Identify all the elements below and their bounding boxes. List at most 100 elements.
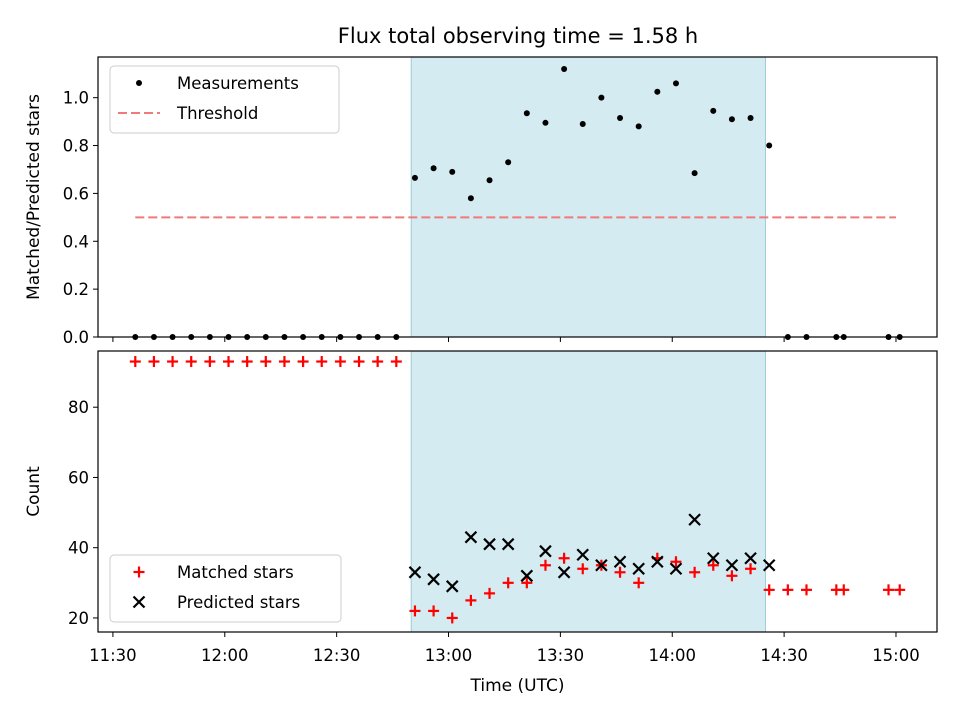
measurement-point — [654, 88, 661, 95]
matched-star-point — [763, 584, 775, 596]
predicted-star-point — [483, 537, 496, 551]
predicted-star-point — [632, 562, 645, 576]
bottom-axes-frame — [97, 350, 938, 633]
predicted-star-point — [762, 558, 776, 572]
top-ytick-label: 0.4 — [63, 232, 89, 251]
matched-star-point — [521, 577, 533, 589]
matched-star-point — [372, 356, 384, 368]
predicted-star-stroke-b — [427, 573, 440, 586]
predicted-star-point — [725, 558, 739, 572]
matched-star-point — [800, 584, 812, 596]
top-ytick-label: 0.6 — [63, 184, 89, 203]
top-ytick-label: 0.8 — [63, 137, 89, 156]
legend-predicted-swatch — [132, 595, 146, 609]
measurement-point — [449, 168, 456, 175]
measurement-point — [579, 121, 586, 128]
matched-star-point — [334, 356, 346, 368]
bottom-shaded-interval — [411, 351, 766, 632]
predicted-star-stroke-b — [632, 562, 645, 576]
top-y-axis-label: Matched/Predicted stars — [24, 94, 44, 300]
predicted-star-point — [706, 551, 720, 565]
legend-label: Predicted stars — [177, 593, 300, 612]
bottom-ytick-label: 40 — [68, 539, 89, 558]
legend-label: Threshold — [176, 104, 258, 123]
predicted-star-point — [595, 558, 608, 572]
matched-star-point — [577, 563, 589, 575]
predicted-star-stroke-b — [576, 548, 590, 562]
top-legend-box — [109, 65, 340, 134]
xtick-label: 12:30 — [313, 646, 361, 665]
predicted-star-point — [651, 555, 664, 569]
predicted-star-point — [557, 566, 571, 579]
measurement-point — [486, 177, 493, 184]
measurement-point — [561, 65, 568, 72]
matched-star-point — [726, 570, 738, 582]
legend-label: Matched stars — [177, 563, 294, 582]
measurement-point — [411, 174, 418, 181]
top-axes-frame — [97, 56, 938, 338]
predicted-star-stroke-b — [408, 566, 422, 579]
measurement-point — [710, 107, 717, 114]
top-ytick-label: 0.0 — [63, 328, 89, 347]
matched-star-point — [633, 577, 645, 589]
predicted-star-point — [669, 562, 683, 576]
top-panel: 0.0 0.2 0.4 0.6 0.8 1.0 Matched/Predicted star… — [24, 56, 938, 347]
measurement-point — [747, 115, 754, 122]
predicted-star-stroke-b — [744, 551, 757, 565]
matched-star-point — [409, 605, 421, 617]
predicted-star-point — [520, 569, 534, 583]
measurement-point — [467, 195, 474, 202]
predicted-star-stroke-b — [539, 544, 552, 558]
xtick-label: 12:00 — [201, 646, 249, 665]
matched-star-point — [446, 612, 458, 624]
predicted-star-point — [501, 537, 515, 551]
predicted-star-stroke-b — [688, 513, 701, 526]
predicted-star-point — [539, 544, 552, 558]
matched-star-point — [502, 577, 514, 589]
predicted-star-stroke-b — [613, 555, 627, 569]
measurement-point — [635, 123, 642, 130]
matched-star-point — [428, 605, 440, 617]
matched-star-point — [167, 356, 179, 368]
predicted-star-stroke-b — [706, 551, 720, 565]
top-shaded-interval — [411, 57, 766, 337]
matched-star-point — [185, 356, 197, 368]
matched-star-point — [894, 584, 906, 596]
bottom-panel: 20 40 60 80 Count 11:30 12:00 12:30 13:00 13:30 14… — [24, 350, 938, 696]
top-ytick-label: 0.2 — [63, 280, 89, 299]
measurement-point — [766, 142, 773, 149]
matched-star-point — [670, 556, 682, 568]
predicted-star-point — [445, 580, 459, 593]
matched-star-point — [260, 356, 272, 368]
matched-star-point — [689, 566, 701, 578]
predicted-star-point — [613, 555, 627, 569]
predicted-star-stroke-b — [445, 580, 459, 593]
xtick-label: 15:00 — [872, 646, 920, 665]
measurement-point — [617, 115, 624, 122]
matched-star-point — [204, 356, 216, 368]
matched-star-point — [297, 356, 309, 368]
matched-star-point — [465, 594, 477, 606]
bottom-ytick-label: 80 — [68, 398, 89, 417]
matched-star-point — [782, 584, 794, 596]
measurement-point — [691, 170, 698, 177]
matched-star-point — [883, 584, 895, 596]
measurement-point — [728, 116, 735, 123]
chart-title: Flux total observing time = 1.58 h — [338, 24, 698, 48]
matched-star-point — [558, 552, 570, 564]
x-axis-label: Time (UTC) — [470, 676, 565, 696]
measurement-point — [523, 110, 530, 117]
xtick-label: 13:00 — [425, 646, 473, 665]
predicted-star-point — [464, 530, 478, 544]
measurement-point — [598, 94, 605, 101]
predicted-star-stroke-b — [725, 558, 739, 572]
matched-star-point — [390, 356, 402, 368]
predicted-star-stroke-b — [762, 558, 776, 572]
bottom-ytick-label: 20 — [68, 609, 89, 628]
matched-star-point — [745, 563, 757, 575]
matched-star-point — [539, 559, 551, 571]
xtick-label: 11:30 — [89, 646, 137, 665]
predicted-star-stroke-b — [464, 530, 478, 544]
xtick-label: 13:30 — [537, 646, 585, 665]
top-ytick-label: 1.0 — [63, 89, 89, 108]
